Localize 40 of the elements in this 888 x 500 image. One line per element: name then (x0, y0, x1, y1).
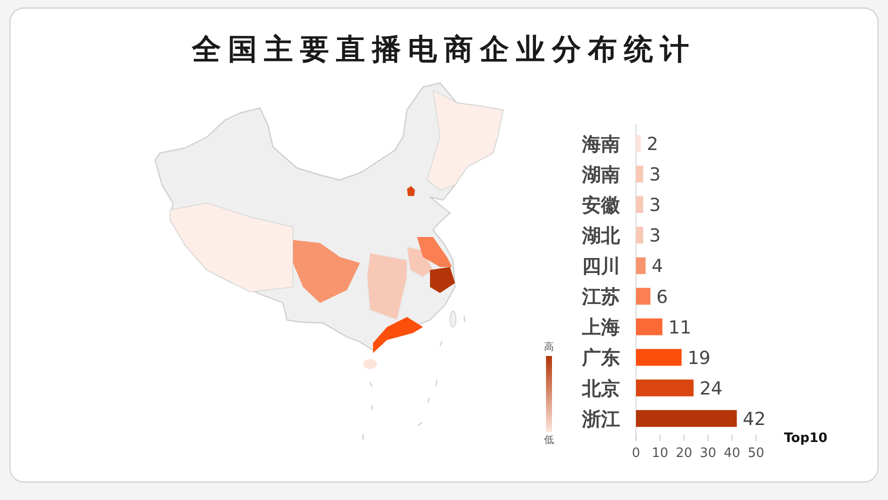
data-label: 3 (649, 195, 661, 216)
y-tick-label: 湖南 (581, 164, 620, 186)
bar (636, 226, 644, 244)
text: 高 (544, 341, 554, 353)
bar (636, 135, 641, 152)
x-tick-label: 30 (700, 446, 716, 461)
x-tick-label: 0 (632, 446, 640, 461)
data-label: 24 (700, 378, 723, 400)
data-label: 3 (649, 226, 661, 247)
y-tick-label: 江苏 (581, 286, 620, 308)
bar (636, 380, 694, 396)
y-tick-label: 广东 (581, 347, 620, 370)
x-tick-label: 20 (676, 446, 692, 461)
data-label: 4 (652, 256, 664, 278)
y-tick-label: 浙江 (581, 408, 620, 430)
x-axis-title: Top10 (784, 431, 828, 446)
bar (636, 166, 644, 182)
chart-title: 全国主要直播电商企业分布统计 (191, 32, 696, 66)
bar (636, 196, 644, 214)
x-tick-label: 50 (748, 446, 764, 461)
data-label: 11 (668, 317, 692, 338)
data-label: 42 (742, 408, 766, 430)
x-tick-label: 10 (652, 446, 668, 461)
text: 低 (544, 435, 554, 446)
y-tick-label: 四川 (582, 256, 620, 278)
y-tick-label: 北京 (581, 378, 620, 400)
bar (636, 348, 682, 366)
bar (636, 318, 662, 336)
x-tick-label: 40 (724, 446, 740, 461)
bar (636, 257, 646, 274)
y-tick-label: 安徽 (582, 194, 621, 216)
y-tick-label: 上海 (581, 316, 620, 339)
data-label: 19 (688, 348, 711, 369)
y-tick-label: 海南 (581, 133, 620, 156)
data-label: 6 (656, 286, 668, 308)
data-label: 2 (646, 134, 658, 155)
data-label: 3 (649, 164, 661, 186)
bar (636, 410, 737, 427)
bar (636, 288, 650, 305)
y-tick-label: 湖北 (581, 225, 621, 248)
